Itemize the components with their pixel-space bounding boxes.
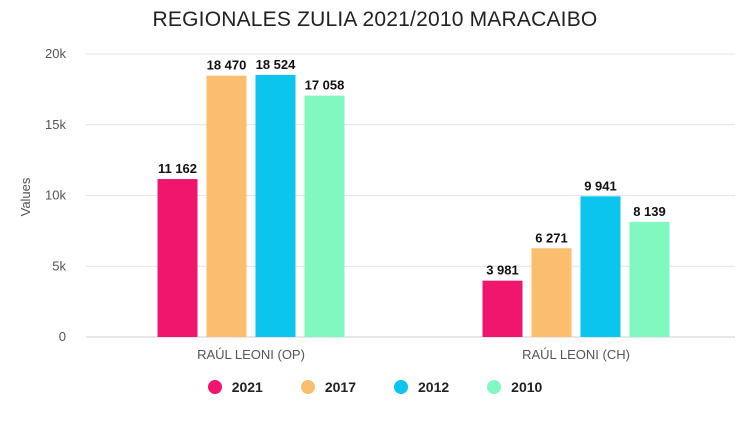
y-tick-label: 10k xyxy=(45,188,66,203)
data-label: 18 470 xyxy=(207,58,247,73)
legend-item-2012[interactable]: 2012 xyxy=(394,379,449,395)
legend-label: 2012 xyxy=(418,379,450,395)
legend-swatch xyxy=(207,380,222,394)
bar-2017-op xyxy=(206,75,247,337)
bar-2021-op xyxy=(157,179,198,337)
legend-label: 2010 xyxy=(511,379,543,395)
bar-2017-ch xyxy=(531,248,572,337)
legend-item-2021[interactable]: 2021 xyxy=(207,379,263,395)
legend-swatch xyxy=(394,380,408,394)
y-tick-label: 5k xyxy=(52,258,66,273)
data-label: 8 139 xyxy=(633,204,666,219)
y-tick-label: 20k xyxy=(45,46,66,61)
legend-swatch xyxy=(487,380,502,394)
y-axis-title: Values xyxy=(18,177,33,216)
legend-label: 2021 xyxy=(231,379,263,395)
bar-2010-ch xyxy=(629,221,670,337)
data-label: 6 271 xyxy=(535,230,568,245)
legend-swatch xyxy=(300,380,315,394)
legend-item-2010[interactable]: 2010 xyxy=(487,379,542,395)
y-tick-label: 15k xyxy=(45,117,66,132)
bar-2010-op xyxy=(304,95,345,337)
data-label: 11 162 xyxy=(158,161,197,176)
data-label: 9 941 xyxy=(584,178,617,193)
legend-item-2017[interactable]: 2017 xyxy=(300,379,356,395)
data-label: 18 524 xyxy=(256,57,297,72)
legend-label: 2017 xyxy=(324,379,356,395)
x-category-label: RAÚL LEONI (CH) xyxy=(522,347,630,362)
bar-2012-op xyxy=(255,74,296,337)
legend: 2021 2017 2012 2010 xyxy=(0,379,750,395)
data-label: 3 981 xyxy=(486,263,519,278)
chart-title: REGIONALES ZULIA 2021/2010 MARACAIBO xyxy=(152,8,598,31)
x-category-label: RAÚL LEONI (OP) xyxy=(197,347,305,362)
bar-2021-ch xyxy=(482,280,523,337)
y-tick-label: 0 xyxy=(59,329,66,344)
bar-2012-ch xyxy=(580,196,621,337)
data-label: 17 058 xyxy=(305,78,345,93)
